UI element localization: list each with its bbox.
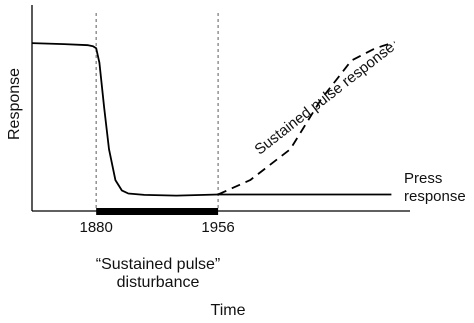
series-line [217, 41, 395, 196]
x-axis-label: Time [210, 302, 246, 319]
series-line [31, 42, 392, 197]
x-tick-label: 1956 [201, 219, 234, 236]
disturbance-label: “Sustained pulse” disturbance [95, 256, 221, 291]
legend-press: Press response [404, 170, 466, 205]
disturbance-bar [96, 208, 219, 215]
x-tick-label: 1880 [79, 219, 112, 236]
y-axis-label: Response [6, 67, 23, 140]
